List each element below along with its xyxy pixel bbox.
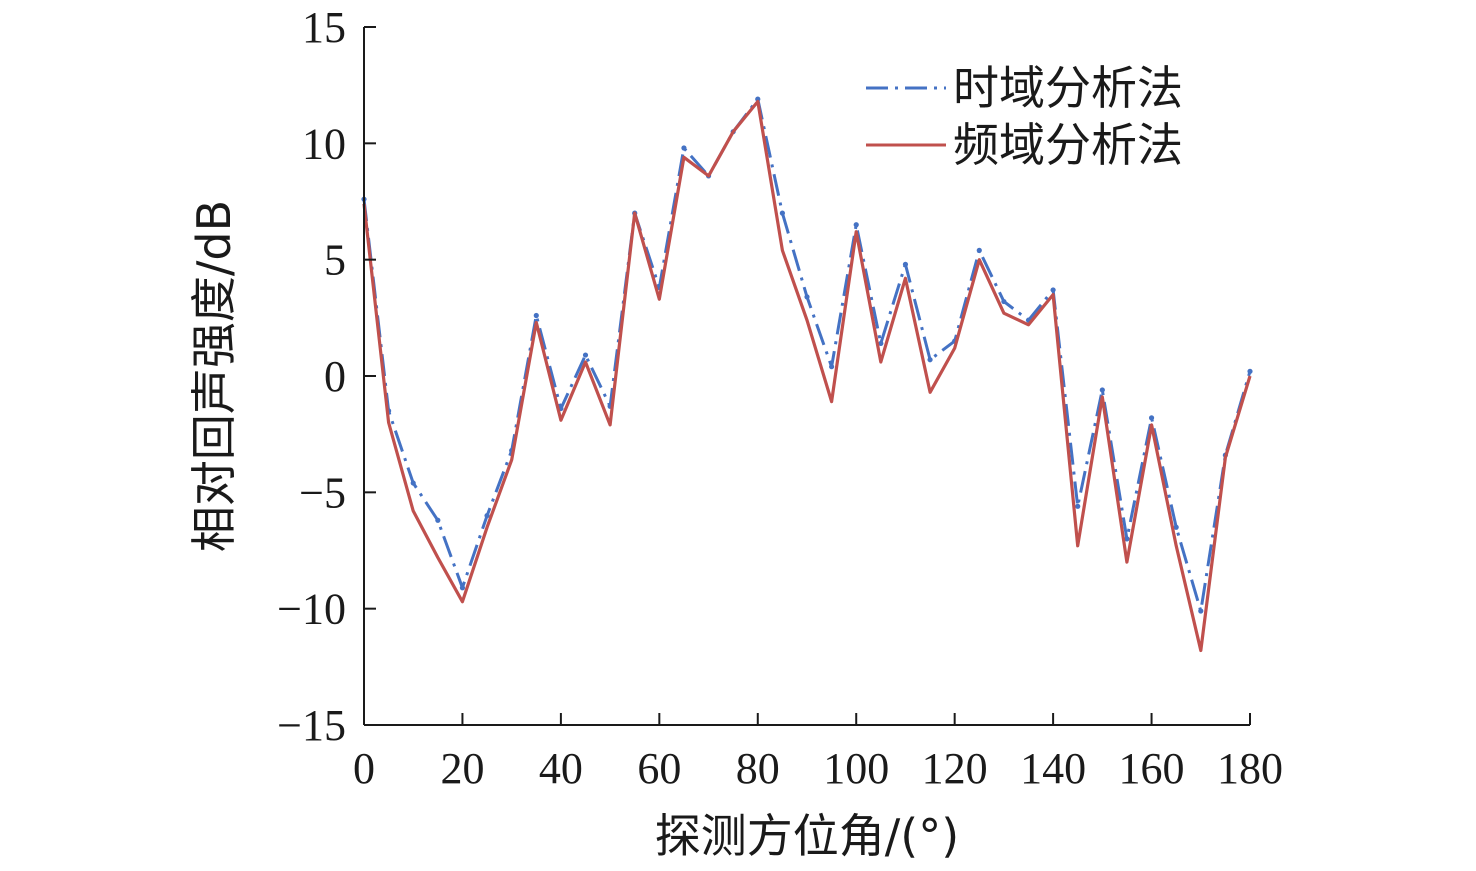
data-point [410,480,416,486]
data-point [681,145,687,151]
plot-lines [361,96,1253,653]
data-point [1148,415,1155,421]
y-tick-label: 15 [302,3,346,52]
x-tick-label: 20 [440,744,484,793]
data-point [1050,287,1056,293]
y-ticks: −15 −10 −5 0 5 10 15 [277,3,376,750]
data-point [1247,368,1253,374]
axes: −15 −10 −5 0 5 10 15 0 20 40 60 80 100 120 140 160 180 [277,3,1283,793]
data-point [878,340,884,347]
x-tick-label: 180 [1217,744,1283,793]
data-point [804,294,810,300]
x-tick-label: 0 [353,744,375,793]
data-point [484,513,490,519]
data-point [1001,298,1007,305]
data-point [435,517,441,523]
x-tick-label: 40 [539,744,583,793]
x-tick-label: 60 [637,744,681,793]
data-point [533,312,539,319]
series-line-1 [362,97,1252,613]
data-point [459,585,466,591]
data-point [853,222,859,228]
series-line-2 [362,99,1252,653]
data-point [1099,387,1105,393]
data-point [829,364,835,370]
x-tick-label: 140 [1020,744,1086,793]
y-tick-label: −15 [277,701,346,750]
y-axis-title: 相对回声强度/dB [187,200,241,552]
data-point [976,247,982,253]
y-tick-label: −5 [299,468,346,517]
data-point [755,96,761,102]
data-point [1075,503,1081,509]
legend-label-1: 时域分析法 [953,61,1183,115]
y-tick-label: −10 [277,585,346,634]
data-point [582,352,589,358]
y-tick-label: 0 [324,352,346,401]
data-point [1173,524,1179,530]
data-point [927,357,933,363]
data-point [1124,536,1130,542]
x-axis-title: 探测方位角/(°) [655,809,959,863]
x-tick-label: 100 [823,744,889,793]
y-tick-label: 5 [324,236,346,285]
x-tick-label: 80 [736,744,780,793]
legend-label-2: 频域分析法 [953,118,1183,172]
x-tick-label: 160 [1119,744,1185,793]
y-tick-label: 10 [302,119,346,168]
data-point [779,210,785,216]
x-tick-label: 120 [922,744,988,793]
x-ticks: 0 20 40 60 80 100 120 140 160 180 [353,713,1283,793]
data-point [902,261,909,267]
data-point [1198,608,1204,614]
